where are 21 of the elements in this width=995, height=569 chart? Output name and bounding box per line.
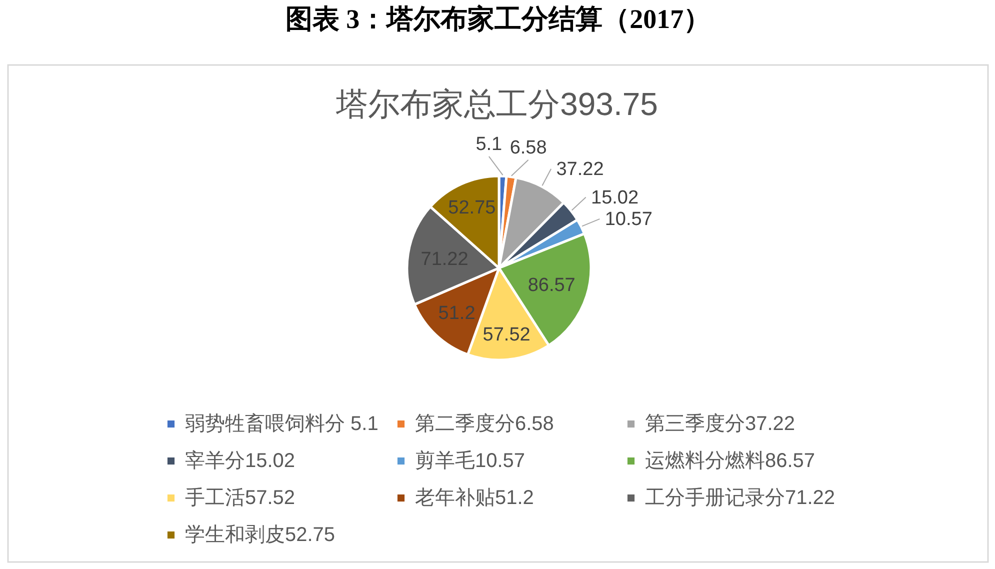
legend-label: 第二季度分6.58	[415, 413, 554, 435]
data-label: 52.75	[448, 198, 496, 219]
data-label: 15.02	[590, 187, 639, 208]
data-label: 6.58	[510, 137, 547, 158]
chart-title: 图表 3：塔尔布家工分结算（2017）	[285, 4, 711, 34]
legend-label: 老年补贴51.2	[415, 487, 534, 509]
legend-label: 弱势牲畜喂饲料分 5.1	[185, 412, 378, 435]
legend-label: 手工活57.52	[185, 487, 296, 509]
legend-label: 宰羊分15.02	[185, 449, 296, 472]
data-label: 51.2	[438, 302, 476, 324]
data-label: 10.57	[604, 208, 652, 230]
data-label: 57.52	[482, 324, 530, 346]
legend-label: 运燃料分燃料86.57	[645, 450, 816, 472]
data-label: 5.1	[476, 134, 502, 155]
legend-label: 学生和剥皮52.75	[185, 524, 336, 546]
data-label: 86.57	[528, 274, 576, 296]
legend-label: 工分手册记录分71.22	[645, 487, 836, 509]
legend-label: 剪羊毛10.57	[415, 450, 526, 472]
chart-subtitle: 塔尔布家总工分393.75	[335, 86, 658, 122]
legend-label: 第三季度分37.22	[645, 413, 796, 435]
data-label: 37.22	[556, 158, 604, 180]
